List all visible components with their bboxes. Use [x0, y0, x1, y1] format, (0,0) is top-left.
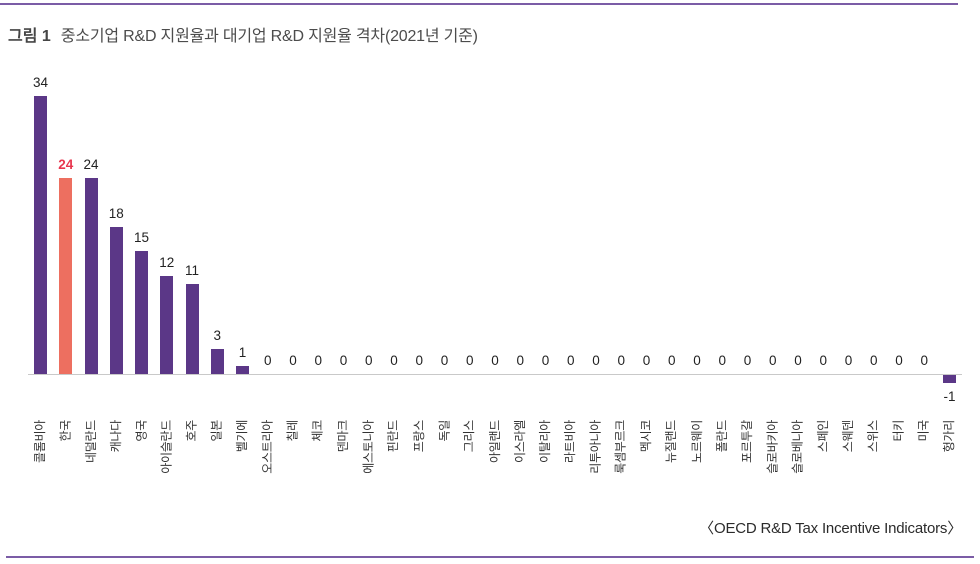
x-axis-category-label: 터키: [891, 420, 906, 442]
bar-value-label: 3: [213, 328, 221, 344]
x-axis-category-label: 캐나다: [108, 420, 123, 453]
bar-value-label: 0: [819, 353, 827, 368]
bar: [135, 251, 148, 374]
bar-value-label: 0: [364, 353, 373, 368]
bar-value-label: 18: [108, 205, 124, 221]
x-axis-category-label: 슬로베니아: [790, 420, 805, 474]
bottom-rule: [6, 556, 974, 558]
bar-value-label: 0: [390, 353, 398, 368]
x-axis-category-label: 헝가리: [942, 420, 956, 453]
x-axis-category-label: 리투아니아: [588, 420, 603, 474]
bar-value-label: 0: [895, 353, 903, 368]
bar-value-label: 0: [642, 353, 651, 368]
x-axis-category-label: 칠레: [285, 420, 300, 442]
bar-value-label: 0: [566, 353, 575, 368]
x-axis-category-label: 에스토니아: [361, 420, 376, 474]
source-caption: 〈OECD R&D Tax Incentive Indicators〉: [699, 520, 962, 537]
bar-value-label: 0: [844, 353, 853, 368]
bar-value-label: 0: [465, 353, 474, 368]
x-axis-category-label: 체코: [310, 420, 325, 442]
x-axis-category-label: 한국: [58, 420, 73, 442]
x-axis-category-label: 뉴질랜드: [664, 420, 679, 463]
bar-value-label: 0: [314, 353, 322, 368]
x-axis-category-label: 포르투갈: [740, 420, 754, 463]
bar-value-label: 0: [667, 353, 676, 368]
x-axis-category-label: 아이슬란드: [159, 420, 174, 474]
bar: [236, 365, 249, 374]
bar-value-label: 11: [184, 263, 199, 279]
x-axis-category-label: 룩셈부르크: [613, 420, 628, 474]
bar: [943, 375, 956, 384]
x-axis-category-label: 일본: [209, 420, 224, 442]
bar-value-label: 1: [238, 344, 247, 360]
top-rule: [0, 3, 958, 5]
bar-value-label: -1: [943, 389, 956, 405]
bar-value-label: 0: [263, 353, 272, 368]
x-axis-category-label: 오스트리아: [260, 420, 275, 474]
bar-value-label: 0: [869, 353, 878, 368]
bar-value-label: 0: [516, 353, 524, 368]
x-axis-category-label: 네덜란드: [83, 420, 98, 463]
bar: [185, 284, 199, 374]
bar-value-label: 15: [133, 230, 150, 246]
bar-value-label: 0: [743, 353, 752, 368]
x-axis-category-label: 이탈리아: [538, 420, 552, 463]
figure-title: 중소기업 R&D 지원율과 대기업 R&D 지원율 격차(2021년 기준): [60, 28, 478, 45]
bar: [160, 275, 174, 374]
bar: [210, 349, 224, 374]
bar: [84, 177, 98, 374]
bar-value-label: 34: [32, 74, 49, 90]
x-axis-category-label: 폴란드: [714, 420, 729, 453]
x-axis-category-label: 프랑스: [411, 420, 426, 453]
x-axis-category-label: 독일: [437, 420, 451, 442]
x-axis-category-label: 스페인: [815, 420, 830, 453]
x-axis-category-label: 멕시코: [639, 420, 653, 453]
x-axis-category-label: 호주: [184, 420, 199, 442]
bar-value-label: 0: [718, 353, 726, 368]
bar: [109, 226, 123, 374]
x-axis-category-label: 벨기에: [235, 420, 249, 453]
x-axis-category-label: 스웨덴: [841, 420, 855, 453]
x-axis-category-label: 핀란드: [386, 420, 401, 453]
bar-value-label: 0: [592, 353, 600, 368]
bar-value-label: 0: [693, 353, 701, 368]
bar: [34, 95, 47, 374]
figure-header: 그림 1 중소기업 R&D 지원율과 대기업 R&D 지원율 격차(2021년 기…: [8, 22, 478, 46]
figure-label: 그림 1: [8, 28, 51, 45]
bar-value-label: 0: [768, 353, 777, 368]
x-axis-category-label: 그리스: [462, 420, 477, 453]
bar-value-label: 0: [617, 353, 625, 368]
bar-value-label: 0: [415, 353, 423, 368]
bar-value-label: 0: [339, 353, 348, 368]
bar-value-label: 0: [289, 353, 297, 368]
x-axis-category-label: 스위스: [866, 420, 881, 453]
bar-value-label: 0: [794, 353, 802, 368]
x-axis-category-label: 노르웨이: [689, 420, 704, 463]
bar-value-label: 0: [541, 353, 550, 368]
bar-value-label: 12: [159, 254, 175, 270]
bar-value-label: 0: [920, 353, 928, 368]
bar-value-label: 0: [491, 353, 499, 368]
x-axis-category-label: 영국: [134, 420, 148, 442]
x-axis-category-label: 이스라엘: [512, 420, 527, 463]
bar-highlighted: [59, 177, 73, 374]
x-axis-line: [28, 374, 962, 375]
bar-value-label: 0: [440, 353, 449, 368]
x-axis-category-label: 아일랜드: [487, 420, 502, 463]
x-axis-category-label: 라트비아: [563, 420, 578, 463]
x-axis-category-label: 미국: [916, 420, 931, 442]
bar-value-label: 24: [58, 156, 74, 172]
bar-value-label: 24: [83, 156, 99, 172]
x-axis-category-label: 덴마크: [336, 420, 350, 453]
x-axis-category-label: 슬로바키아: [765, 420, 780, 474]
x-axis-category-label: 콜롬비아: [33, 420, 47, 463]
